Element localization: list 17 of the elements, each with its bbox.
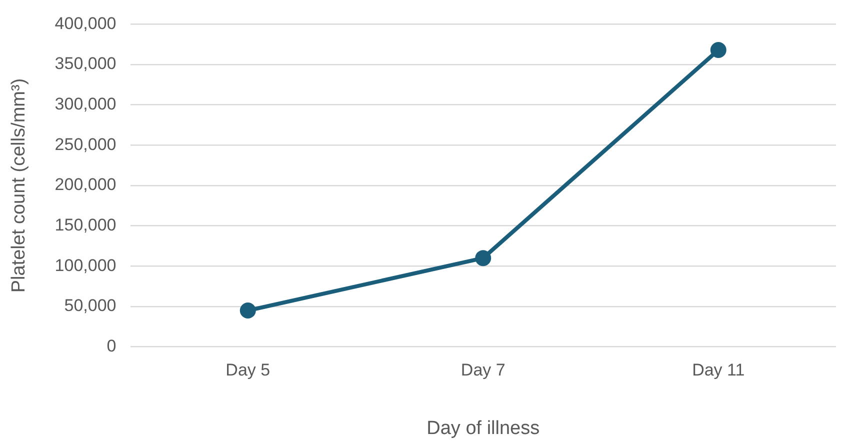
x-tick-label: Day 11 [692,360,745,380]
y-tick-label: 100,000 [54,256,116,275]
y-tick-label: 0 [106,336,116,356]
y-tick-label: 50,000 [64,296,116,316]
y-tick-label: 400,000 [54,14,116,33]
y-tick-label: 350,000 [54,54,116,74]
y-tick-label: 200,000 [54,175,116,194]
y-tick-label: 150,000 [54,216,116,235]
y-axis-title: Platelet count (cells/mm³) [8,78,30,293]
y-tick-label: 300,000 [54,94,116,114]
x-tick-label: Day 5 [226,360,270,380]
point [710,42,726,58]
point [240,302,256,319]
x-axis-title: Day of illness [426,418,540,439]
y-tick-label: 250,000 [54,134,116,154]
x-tick-label: Day 7 [460,360,506,380]
point [475,250,492,266]
